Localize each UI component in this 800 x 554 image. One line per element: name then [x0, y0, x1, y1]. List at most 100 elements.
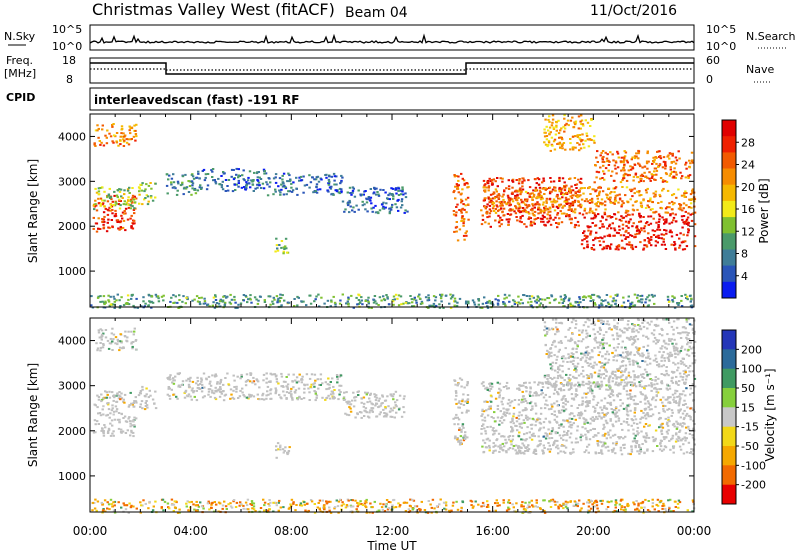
data-cell — [455, 413, 458, 416]
data-cell — [399, 206, 403, 209]
data-cell — [581, 426, 584, 429]
data-cell — [646, 167, 649, 170]
data-cell — [614, 161, 618, 164]
data-cell — [583, 392, 586, 395]
data-cell — [93, 208, 96, 211]
data-cell — [692, 408, 695, 411]
data-cell — [584, 119, 587, 122]
data-cell — [502, 214, 505, 217]
data-cell — [116, 393, 119, 396]
data-cell — [286, 383, 290, 386]
data-cell — [644, 207, 648, 209]
data-cell — [667, 360, 671, 362]
data-cell — [374, 404, 377, 407]
data-cell — [211, 389, 214, 392]
data-cell — [292, 181, 295, 184]
data-cell — [281, 178, 284, 181]
data-cell — [602, 155, 605, 158]
data-cell — [629, 453, 632, 456]
data-cell — [636, 422, 639, 425]
data-cell — [531, 207, 534, 210]
data-cell — [103, 424, 106, 426]
data-cell — [132, 222, 135, 225]
data-cell — [204, 173, 208, 176]
data-cell — [229, 397, 232, 400]
data-cell — [677, 188, 680, 191]
data-cell — [308, 186, 311, 189]
data-cell — [634, 157, 637, 160]
data-cell — [119, 305, 122, 307]
data-cell — [545, 200, 548, 203]
data-cell — [519, 193, 522, 196]
data-cell — [184, 389, 188, 392]
data-cell — [619, 365, 622, 368]
data-cell — [90, 304, 93, 307]
freq-unit-label: [MHz] — [4, 67, 36, 80]
data-cell — [365, 393, 368, 396]
data-cell — [644, 407, 648, 410]
data-cell — [582, 192, 585, 195]
data-cell — [619, 449, 623, 452]
data-cell — [172, 379, 175, 382]
data-cell — [668, 206, 671, 209]
data-cell — [666, 298, 670, 301]
data-cell — [262, 187, 266, 190]
data-cell — [277, 382, 280, 385]
data-cell — [614, 415, 617, 418]
data-cell — [674, 389, 677, 392]
data-cell — [297, 387, 301, 390]
data-cell — [564, 124, 567, 127]
data-cell — [603, 213, 607, 216]
data-cell — [457, 401, 461, 404]
data-cell — [129, 422, 132, 425]
data-cell — [566, 306, 569, 309]
data-cell — [251, 381, 254, 384]
data-cell — [392, 195, 395, 198]
data-cell — [579, 123, 583, 125]
data-cell — [635, 385, 638, 388]
data-cell — [194, 192, 198, 195]
data-cell — [678, 429, 682, 432]
data-cell — [681, 361, 684, 364]
colorbar-segment — [722, 120, 736, 137]
data-cell — [112, 434, 115, 437]
data-cell — [602, 427, 605, 430]
data-cell — [237, 174, 240, 177]
data-cell — [579, 194, 582, 197]
data-cell — [392, 393, 395, 396]
data-cell — [130, 214, 133, 217]
data-cell — [213, 179, 216, 181]
data-cell — [599, 406, 602, 409]
data-cell — [568, 206, 571, 209]
data-cell — [303, 387, 306, 390]
nsearch-label: N.Search — [746, 30, 796, 43]
y-tick-label: 2000 — [58, 220, 86, 233]
data-cell — [197, 172, 200, 175]
data-cell — [601, 445, 604, 448]
data-cell — [513, 300, 516, 303]
data-cell — [182, 193, 185, 196]
data-cell — [393, 416, 396, 419]
data-cell — [98, 336, 101, 339]
data-cell — [594, 407, 597, 410]
data-cell — [587, 387, 590, 390]
data-cell — [534, 178, 537, 181]
data-cell — [629, 234, 632, 237]
data-cell — [401, 204, 404, 207]
data-cell — [526, 192, 530, 195]
data-cell — [624, 435, 627, 438]
data-cell — [648, 242, 651, 245]
data-cell — [374, 211, 378, 214]
data-cell — [549, 432, 553, 435]
data-cell — [510, 425, 513, 428]
data-cell — [560, 212, 564, 215]
data-cell — [309, 385, 312, 388]
data-cell — [377, 194, 381, 197]
data-cell — [110, 340, 114, 343]
data-cell — [140, 189, 144, 192]
data-cell — [338, 187, 342, 190]
data-cell — [395, 411, 398, 414]
data-cell — [241, 387, 244, 390]
data-cell — [421, 302, 424, 305]
data-cell — [157, 300, 161, 303]
